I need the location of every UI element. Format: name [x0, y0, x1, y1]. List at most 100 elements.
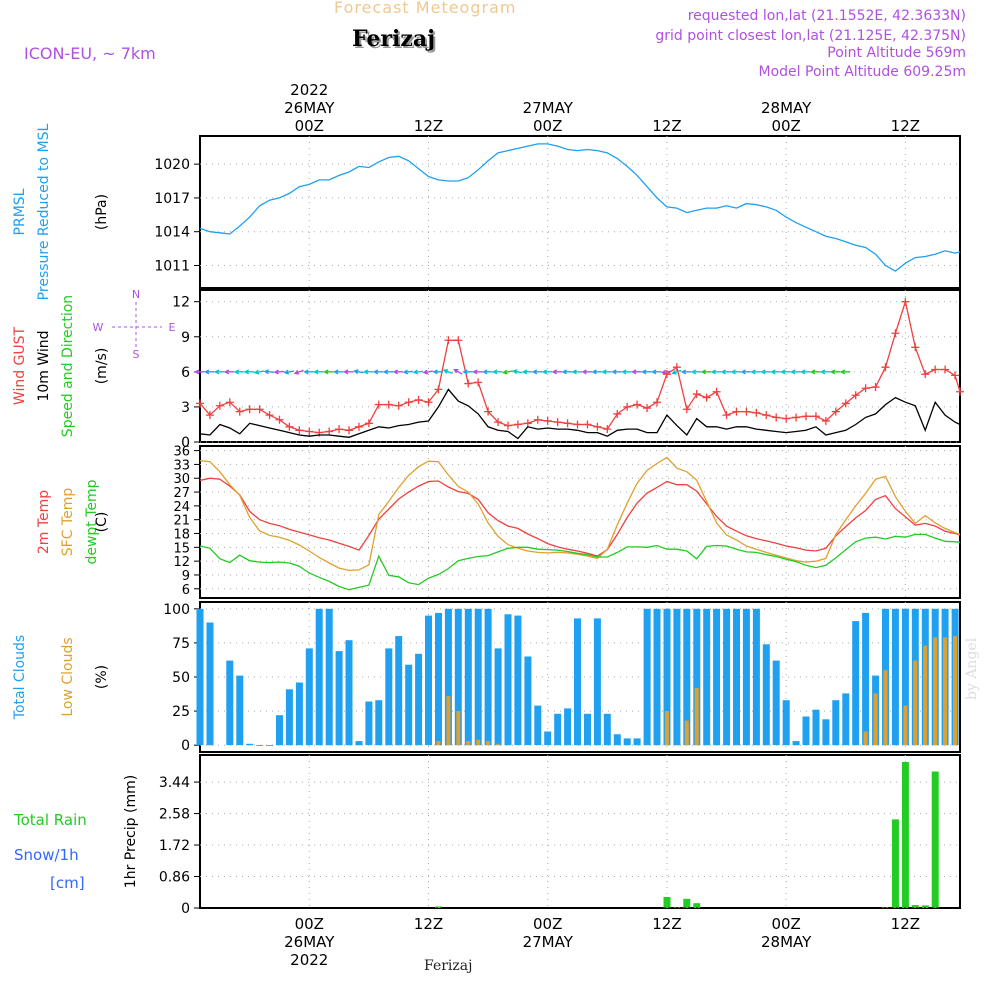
- bar-total-clouds: [574, 618, 581, 746]
- gust-marker: [335, 425, 344, 434]
- credit-watermark: by Angel: [964, 637, 980, 700]
- y-tick-label-temperature: 36: [173, 445, 190, 460]
- wind-direction-arrow: [710, 369, 722, 375]
- wind-direction-arrow: [680, 369, 692, 375]
- wind-direction-arrow: [213, 369, 225, 375]
- bar-total-rain: [921, 905, 929, 908]
- wind-direction-arrow: [571, 369, 583, 375]
- gust-marker: [891, 329, 900, 338]
- bar-total-clouds: [901, 608, 909, 746]
- bar-low-clouds: [496, 743, 501, 746]
- series-line-sfc-temp: [199, 456, 961, 572]
- bar-total-clouds: [832, 700, 840, 746]
- gust-marker: [325, 427, 334, 436]
- y-tick-label-clouds: 25: [172, 704, 190, 720]
- y-tick-label-wind: 0: [181, 435, 190, 451]
- y-tick-label-temperature: 27: [173, 486, 190, 501]
- y-tick-label-temperature: 30: [173, 472, 190, 487]
- y-tick-label-clouds: 100: [163, 602, 190, 618]
- top-time-label: 27MAY: [523, 99, 574, 117]
- gust-marker: [911, 343, 920, 352]
- gust-marker: [513, 420, 522, 429]
- bar-total-clouds: [494, 648, 502, 746]
- wind-direction-arrow: [432, 369, 443, 375]
- top-time-label: 12Z: [891, 117, 920, 135]
- bottom-time-label: 12Z: [891, 915, 920, 933]
- wind-direction-arrow: [263, 369, 275, 375]
- wind-direction-arrow: [492, 369, 503, 375]
- bar-total-clouds: [285, 689, 293, 746]
- y-tick-label-pressure: 1014: [154, 225, 190, 241]
- y-tick-label-precip: 0.86: [159, 870, 190, 886]
- gust-marker: [573, 420, 582, 429]
- wind-direction-arrow: [661, 369, 672, 375]
- gust-marker: [881, 363, 890, 372]
- y-tick-label-temperature: 9: [182, 569, 190, 584]
- top-time-label: 12Z: [414, 117, 443, 135]
- bar-total-clouds: [544, 731, 552, 746]
- wind-direction-arrow: [561, 369, 573, 375]
- model-altitude: Model Point Altitude 609.25m: [758, 64, 966, 80]
- gust-marker: [871, 383, 880, 392]
- gust-marker: [603, 425, 612, 434]
- wind-direction-arrow: [233, 369, 245, 375]
- gust-marker: [265, 411, 274, 420]
- gust-marker: [732, 407, 741, 416]
- bar-total-clouds: [335, 651, 343, 746]
- bar-total-clouds: [723, 608, 731, 746]
- bar-low-clouds: [953, 636, 957, 746]
- top-time-label: 26MAY: [284, 99, 335, 117]
- wind-direction-arrow: [442, 369, 453, 375]
- wind-direction-arrow: [591, 369, 602, 375]
- bar-total-clouds: [633, 738, 641, 746]
- gust-marker: [305, 427, 314, 436]
- bottom-time-label: 00Z: [771, 915, 800, 933]
- gust-marker: [285, 422, 294, 431]
- bar-total-clouds: [852, 621, 860, 746]
- bar-total-clouds: [673, 608, 681, 746]
- gust-marker: [901, 297, 910, 306]
- gust-marker: [593, 422, 602, 431]
- y-tick-label-pressure: 1011: [154, 258, 190, 274]
- compass-south: S: [133, 348, 140, 361]
- gust-marker: [633, 400, 642, 409]
- gust-marker: [384, 400, 393, 409]
- top-time-label: 28MAY: [761, 99, 812, 117]
- gust-marker: [444, 336, 453, 345]
- bar-total-clouds: [593, 618, 601, 746]
- wind-direction-arrow: [730, 369, 741, 375]
- bar-low-clouds: [684, 720, 689, 746]
- wind-direction-arrow: [780, 369, 791, 375]
- gust-marker: [712, 387, 721, 396]
- wind-direction-arrow: [760, 369, 771, 375]
- wind-direction-arrow: [472, 369, 483, 375]
- bar-low-clouds: [694, 687, 699, 746]
- bar-total-clouds: [375, 700, 383, 746]
- bar-total-clouds: [792, 741, 800, 746]
- gust-marker: [821, 416, 830, 425]
- wind-direction-arrow: [809, 369, 821, 375]
- location-title: Ferizaj: [352, 26, 436, 52]
- y-tick-label-temperature: 6: [182, 583, 190, 598]
- y-tick-label-clouds: 0: [181, 738, 190, 754]
- bar-total-clouds: [802, 716, 810, 746]
- wind-direction-arrow: [453, 368, 463, 375]
- panel-title-pressure-1: Pressure Reduced to MSL: [36, 123, 52, 300]
- gust-marker: [454, 336, 463, 345]
- precip-title-snow: Snow/1h: [14, 846, 79, 864]
- gust-marker: [533, 415, 542, 424]
- wind-direction-arrow: [631, 369, 642, 375]
- bar-total-clouds: [683, 608, 691, 746]
- gust-marker: [503, 421, 512, 430]
- bar-total-rain: [911, 905, 919, 908]
- bar-total-clouds: [891, 608, 899, 746]
- panel-frame-pressure: [199, 135, 961, 289]
- wind-direction-arrow: [402, 369, 414, 375]
- gust-marker: [295, 426, 304, 435]
- wind-direction-arrow: [611, 369, 622, 375]
- bar-low-clouds: [883, 670, 888, 746]
- bar-total-clouds: [425, 615, 432, 746]
- bar-total-clouds: [325, 608, 333, 746]
- panel-frame-precip: [199, 754, 961, 909]
